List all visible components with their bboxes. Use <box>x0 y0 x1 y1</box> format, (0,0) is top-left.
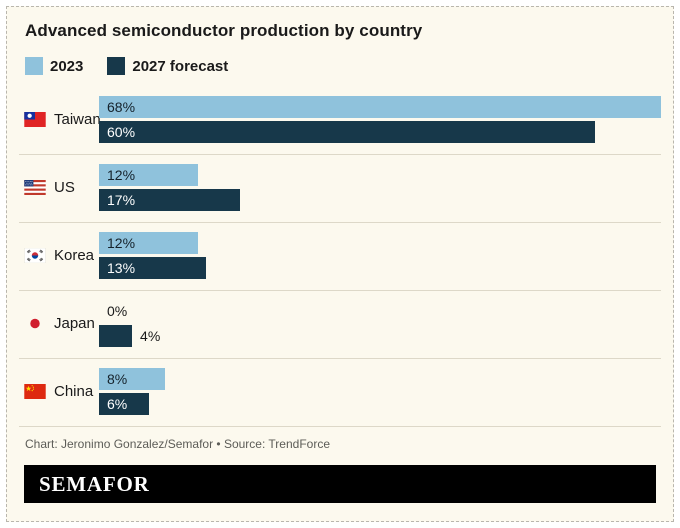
bar-2027-china: 6% <box>99 393 149 415</box>
korea-flag-icon <box>24 248 46 263</box>
china-flag-icon <box>24 384 46 399</box>
bar-group-korea: 12% 13% <box>99 232 661 279</box>
bar-value-label: 4% <box>140 328 161 344</box>
country-row-taiwan: Taiwan 68% 60% <box>19 87 661 155</box>
bar-value-label: 60% <box>107 124 136 140</box>
chart-credit: Chart: Jeronimo Gonzalez/Semafor • Sourc… <box>25 437 330 451</box>
country-row-china: China 8% 6% <box>19 359 661 427</box>
bar-2027-japan: 4% <box>99 325 160 347</box>
legend-label-2023: 2023 <box>50 57 84 75</box>
bar-value-label: 13% <box>107 260 136 276</box>
semafor-logo-bar: SEMAFOR <box>24 465 656 503</box>
bar-2027-us: 17% <box>99 189 240 211</box>
bar-2023-us: 12% <box>99 164 199 186</box>
country-row-korea: Korea 12% 13% <box>19 223 661 291</box>
country-label: Japan <box>54 315 95 332</box>
bar-value-label: 0% <box>107 303 128 319</box>
legend-item-2027: 2027 forecast <box>107 57 228 75</box>
bar-value-label: 6% <box>107 396 128 412</box>
bar-value-label: 8% <box>107 371 128 387</box>
country-row-japan: Japan 0% 4% <box>19 291 661 359</box>
bar-group-china: 8% 6% <box>99 368 661 415</box>
legend-swatch-2023 <box>25 57 43 75</box>
bar-value-label: 17% <box>107 192 136 208</box>
chart-title: Advanced semiconductor production by cou… <box>25 21 423 40</box>
country-label: US <box>54 179 75 196</box>
legend-label-2027: 2027 forecast <box>132 57 229 75</box>
bar-value-label: 68% <box>107 99 136 115</box>
bar-value-label: 12% <box>107 235 136 251</box>
semafor-logo: SEMAFOR <box>39 471 150 496</box>
us-flag-icon <box>24 180 46 195</box>
bar-2023-taiwan: 68% <box>99 96 661 118</box>
bar-group-japan: 0% 4% <box>99 300 661 347</box>
bar-value-label: 12% <box>107 167 136 183</box>
bar-2027-taiwan: 60% <box>99 121 595 143</box>
japan-flag-icon <box>24 316 46 331</box>
country-label: China <box>54 383 94 400</box>
country-label: Korea <box>54 247 95 264</box>
country-label: Taiwan <box>54 111 101 128</box>
legend-item-2023: 2023 <box>25 57 83 75</box>
bar-2023-china: 8% <box>99 368 166 390</box>
bar-group-us: 12% 17% <box>99 164 661 211</box>
chart-card: Advanced semiconductor production by cou… <box>6 6 674 522</box>
bar-2023-korea: 12% <box>99 232 199 254</box>
taiwan-flag-icon <box>24 112 46 127</box>
bar-group-taiwan: 68% 60% <box>99 96 661 143</box>
legend-swatch-2027 <box>107 57 126 75</box>
country-row-us: US 12% 17% <box>19 155 661 223</box>
bar-2027-korea: 13% <box>99 257 207 279</box>
legend: 2023 2027 forecast <box>25 57 661 75</box>
bar-rows: Taiwan 68% 60% <box>19 87 661 427</box>
